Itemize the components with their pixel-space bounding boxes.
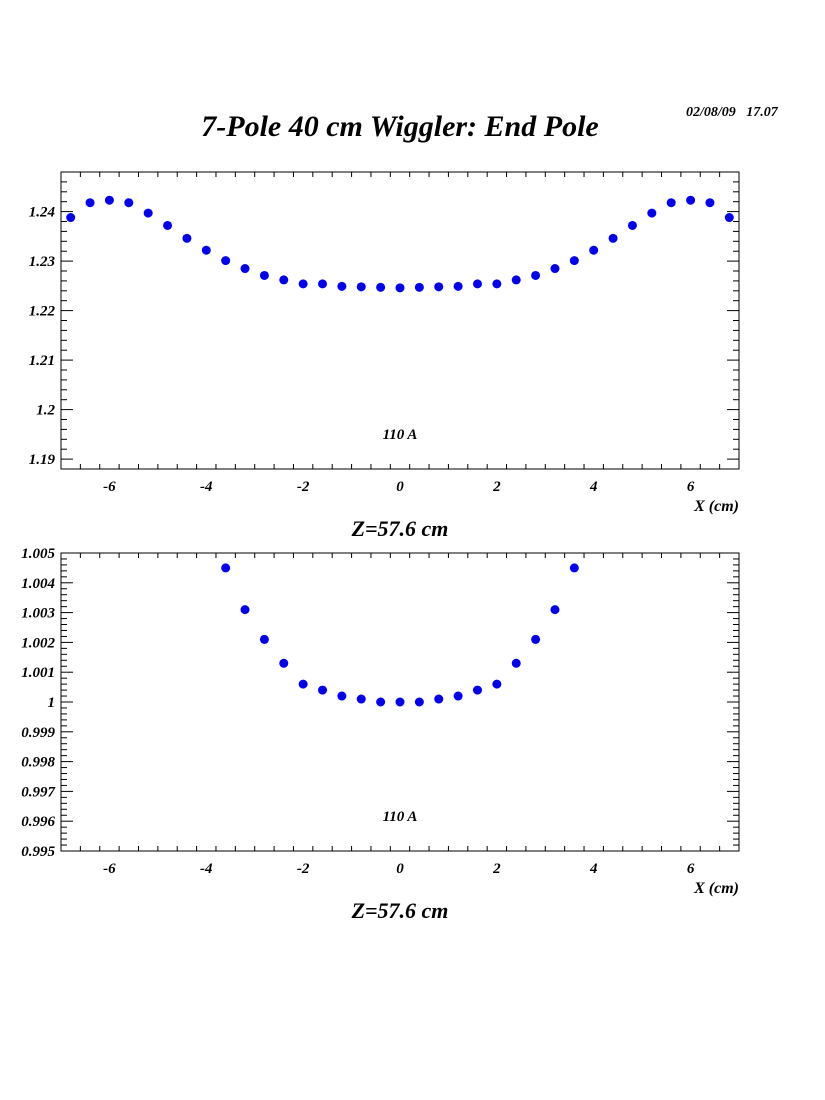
data-point <box>395 283 405 293</box>
data-point <box>240 264 250 274</box>
data-point <box>221 256 231 266</box>
y-tick-label: 0.998 <box>21 755 55 771</box>
y-tick-label: 1 <box>48 695 56 711</box>
x-tick-label: -2 <box>297 479 310 495</box>
data-point <box>124 198 134 208</box>
data-point <box>511 275 521 285</box>
data-point <box>569 563 579 573</box>
x-tick-label: 0 <box>396 479 404 495</box>
data-point <box>453 281 463 291</box>
data-point <box>298 279 308 289</box>
data-point <box>531 634 541 644</box>
x-tick-label: 4 <box>589 479 598 495</box>
y-tick-label: 1.21 <box>29 353 55 369</box>
data-point <box>414 282 424 292</box>
data-point <box>356 282 366 292</box>
data-point <box>279 275 289 285</box>
y-tick-label: 1.22 <box>29 304 56 320</box>
data-point <box>724 213 734 223</box>
x-tick-label: 4 <box>589 861 598 877</box>
data-point <box>318 685 328 695</box>
x-tick-label: 2 <box>492 861 501 877</box>
x-tick-label: -6 <box>103 861 116 877</box>
data-point <box>589 245 599 255</box>
x-tick-label: 6 <box>687 861 695 877</box>
data-point <box>705 198 715 208</box>
x-tick-label: 0 <box>396 861 404 877</box>
x-tick-label: -4 <box>200 861 213 877</box>
data-point <box>666 198 676 208</box>
data-point <box>492 679 502 689</box>
x-tick-label: -6 <box>103 479 116 495</box>
panel-caption: Z=57.6 cm <box>351 898 449 923</box>
current-annotation: 110 A <box>383 809 418 825</box>
data-point <box>259 634 269 644</box>
data-point <box>337 691 347 701</box>
data-point <box>511 658 521 668</box>
data-point <box>434 694 444 704</box>
data-point <box>376 697 386 707</box>
data-point <box>66 213 76 223</box>
data-point <box>104 195 114 205</box>
top-panel: -6 -4 -2 0 2 4 6 1.19 1.2 1.21 1.22 1.23 1.24 X (cm) 1… <box>29 171 740 541</box>
x-axis-label: X (cm) <box>693 880 739 897</box>
data-point <box>531 270 541 280</box>
timestamp: 02/08/09 17.07 <box>686 105 778 120</box>
bottom-panel: -6 -4 -2 0 2 4 6 0.995 0.996 0.997 0.998 0.999 1 1.00… <box>21 546 740 923</box>
data-point <box>472 685 482 695</box>
data-point <box>143 208 153 218</box>
data-point <box>686 195 696 205</box>
data-point <box>647 208 657 218</box>
y-tick-label: 1.19 <box>29 452 56 468</box>
y-tick-label: 1.24 <box>29 205 56 221</box>
y-tick-label: 1.002 <box>21 635 55 651</box>
plot-frame <box>60 171 740 470</box>
data-point <box>318 279 328 289</box>
data-point <box>376 282 386 292</box>
chart-title: 7-Pole 40 cm Wiggler: End Pole <box>201 110 599 143</box>
data-point <box>279 658 289 668</box>
data-point <box>414 697 424 707</box>
x-tick-label: -2 <box>297 861 310 877</box>
data-point <box>627 220 637 230</box>
y-tick-label: 0.997 <box>21 784 55 800</box>
data-point <box>453 691 463 701</box>
y-tick-label: 1.001 <box>21 665 55 681</box>
x-tick-label: 2 <box>492 479 501 495</box>
data-point <box>337 281 347 291</box>
data-point <box>221 563 231 573</box>
data-point <box>472 279 482 289</box>
data-point <box>550 605 560 615</box>
y-tick-label: 1.2 <box>36 403 55 419</box>
data-point <box>201 245 211 255</box>
y-tick-label: 0.996 <box>21 814 55 830</box>
panel-caption: Z=57.6 cm <box>351 516 449 541</box>
data-point <box>182 233 192 243</box>
data-point <box>492 279 502 289</box>
y-tick-label: 1.003 <box>21 606 55 622</box>
y-tick-label: 1.005 <box>21 546 55 562</box>
data-point <box>550 264 560 274</box>
data-point <box>259 270 269 280</box>
current-annotation: 110 A <box>383 427 418 443</box>
y-tick-label: 0.995 <box>21 844 55 860</box>
y-tick-label: 1.004 <box>21 576 55 592</box>
data-point <box>434 282 444 292</box>
y-tick-label: 1.23 <box>29 254 56 270</box>
data-point <box>163 220 173 230</box>
data-point <box>240 605 250 615</box>
data-point <box>395 697 405 707</box>
x-axis-label: X (cm) <box>693 498 739 515</box>
data-point <box>569 256 579 266</box>
data-point <box>298 679 308 689</box>
y-tick-label: 0.999 <box>21 725 55 741</box>
data-point <box>356 694 366 704</box>
x-tick-label: 6 <box>687 479 695 495</box>
data-point <box>85 198 95 208</box>
x-tick-label: -4 <box>200 479 213 495</box>
data-point <box>608 233 618 243</box>
